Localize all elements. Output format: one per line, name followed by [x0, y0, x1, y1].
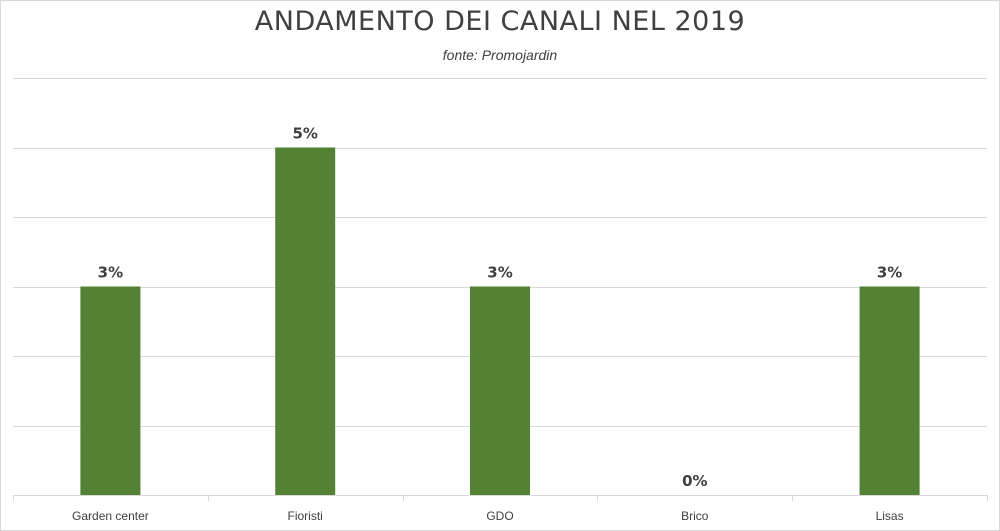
bar-gdo	[470, 286, 530, 495]
chart-subtitle: fonte: Promojardin	[442, 47, 558, 63]
x-tick-label: Brico	[681, 509, 709, 523]
bars	[80, 147, 920, 495]
x-tick-label: Fioristi	[288, 509, 323, 523]
data-label: 5%	[292, 125, 317, 143]
x-tick-label: GDO	[486, 509, 513, 523]
data-label: 3%	[98, 264, 123, 282]
x-axis: Garden center Fioristi GDO Brico Lisas	[13, 495, 988, 523]
data-label: 0%	[682, 472, 707, 490]
chart-title: ANDAMENTO DEI CANALI NEL 2019	[254, 6, 746, 37]
x-tick-label: Lisas	[876, 509, 904, 523]
bar-garden-center	[80, 286, 141, 495]
bar-lisas	[859, 286, 920, 495]
data-label: 3%	[487, 264, 512, 282]
data-labels: 3% 5% 3% 0% 3%	[98, 125, 903, 491]
data-label: 3%	[877, 264, 902, 282]
bar-fioristi	[275, 147, 336, 495]
x-tick-label: Garden center	[72, 509, 149, 523]
